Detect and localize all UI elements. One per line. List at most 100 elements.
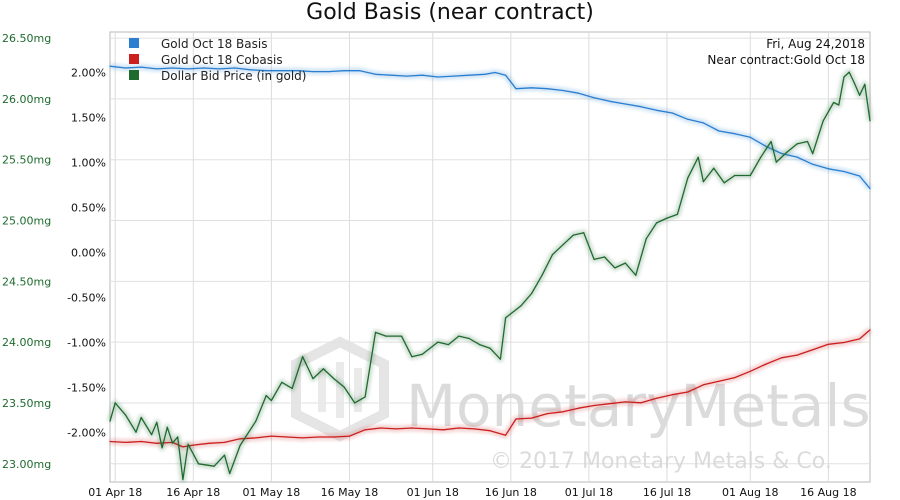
left-tick-label: 23.50mg [2,397,51,410]
series-point-0 [218,68,220,70]
series-point-1 [640,402,642,404]
series-layer [107,63,873,483]
right-tick-label: 0.50% [71,202,106,215]
series-point-2 [364,396,366,398]
series-point-2 [812,153,814,155]
right-tick-label: -1.50% [67,382,106,395]
series-point-1 [380,427,382,429]
legend-swatch-dollar [129,70,139,80]
series-point-0 [718,130,720,132]
series-point-0 [671,112,673,114]
series-point-0 [171,67,174,69]
series-point-1 [624,401,626,403]
series-point-2 [614,267,616,269]
x-tick-label: 16 May 18 [321,486,379,499]
series-point-1 [780,357,783,359]
series-point-2 [656,222,658,224]
x-tick-label: 16 Aug 18 [800,486,856,499]
series-point-1 [182,446,184,448]
series-point-2 [806,140,809,143]
series-point-2 [572,234,574,236]
series-point-2 [125,414,127,416]
info-contract: Near contract:Gold Oct 18 [707,53,865,67]
series-point-2 [713,167,715,169]
series-point-1 [812,349,814,351]
series-point-0 [494,71,496,74]
series-point-1 [562,411,564,413]
series-point-1 [749,370,751,372]
right-tick-label: 2.00% [71,67,106,80]
series-point-2 [734,174,736,177]
series-point-2 [702,181,705,183]
series-point-2 [437,341,439,343]
x-tick-label: 01 May 18 [243,486,301,499]
series-point-2 [775,161,777,163]
series-point-0 [843,170,845,173]
x-tick-label: 01 Apr 18 [88,486,142,499]
series-point-2 [302,356,304,358]
series-point-2 [151,434,153,436]
series-point-2 [177,436,179,438]
series-point-2 [786,151,788,153]
series-point-2 [343,386,345,388]
series-point-0 [109,65,111,67]
series-point-1 [609,403,611,405]
series-line-2 [109,71,871,481]
series-point-1 [109,440,111,443]
series-point-2 [270,399,272,402]
series-point-2 [869,120,871,122]
series-point-2 [265,395,267,397]
series-point-1 [239,438,241,440]
series-point-2 [239,444,241,447]
series-point-2 [593,258,595,260]
series-point-0 [859,175,861,177]
series-point-0 [249,69,252,71]
series-point-1 [593,404,595,407]
info-date: Fri, Aug 24,2018 [766,37,865,51]
left-tick-label: 25.00mg [2,215,51,228]
series-point-1 [156,442,158,444]
series-point-1 [442,429,444,431]
series-point-2 [843,76,845,78]
series-point-2 [374,331,377,333]
series-point-2 [213,465,215,467]
series-point-2 [562,244,564,246]
series-point-1 [515,418,517,420]
series-point-1 [192,444,194,446]
series-point-1 [223,441,226,443]
series-point-2 [687,177,689,179]
series-point-0 [484,73,486,75]
series-point-2 [223,454,226,456]
legend-label-dollar: Dollar Bid Price (in gold) [161,69,306,83]
series-point-2 [489,347,491,349]
series-point-1 [687,391,689,393]
series-point-2 [666,217,668,219]
right-tick-label: 0.00% [71,247,106,260]
series-point-1 [489,430,491,432]
series-point-0 [546,88,548,90]
series-point-2 [770,140,772,143]
series-point-2 [166,426,168,428]
series-point-2 [635,274,637,276]
series-point-1 [333,436,335,438]
right-tick-label: 1.50% [71,112,106,125]
series-point-1 [671,394,673,396]
series-point-1 [473,428,475,430]
series-point-2 [255,420,257,422]
series-point-2 [385,335,387,337]
series-point-2 [281,381,283,383]
series-point-1 [656,397,658,399]
right-tick-label: -0.50% [67,292,106,305]
series-point-0 [343,70,345,72]
series-point-1 [317,436,319,438]
series-point-2 [114,402,116,404]
series-point-0 [515,88,517,90]
legend-swatch-cobasis [129,54,139,64]
series-point-2 [853,82,856,84]
series-point-2 [411,356,413,358]
series-point-1 [426,428,429,430]
axes: 01 Apr 18 16 Apr 18 01 May 18 16 May 18 01 J… [2,32,857,499]
series-point-1 [859,338,861,340]
series-point-0 [265,70,267,72]
